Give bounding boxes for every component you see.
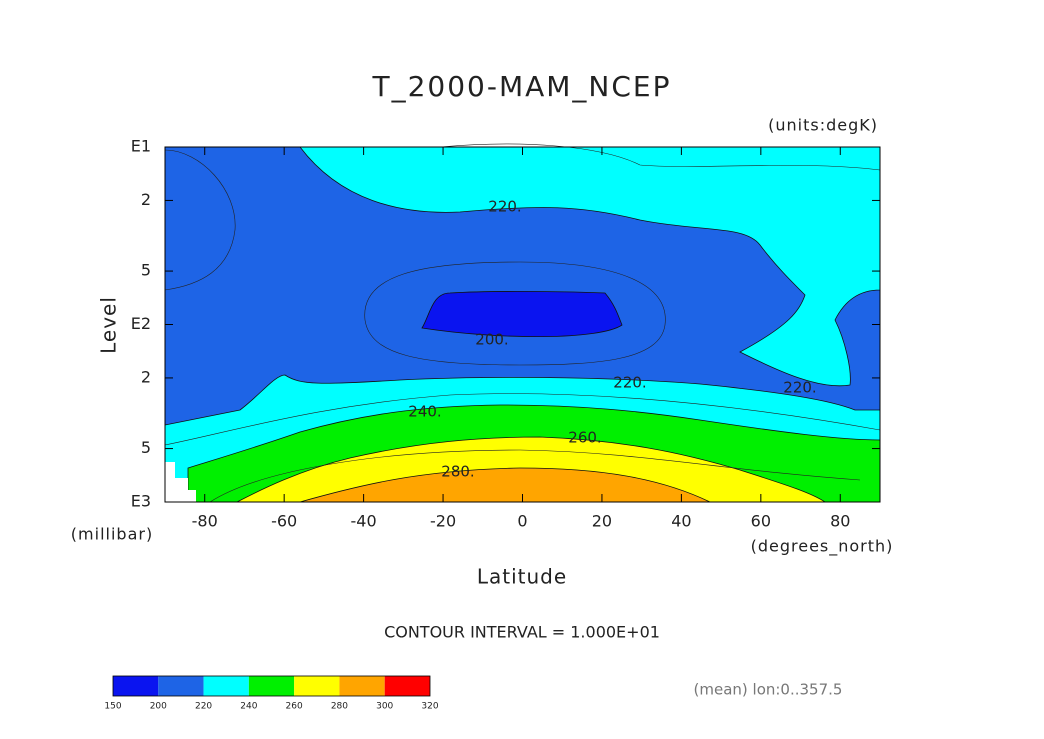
contour-line [439, 143, 881, 171]
colorbar-swatch [113, 676, 159, 696]
y-tick-label: 2 [141, 190, 151, 209]
colorbar-label: 260 [286, 702, 303, 712]
x-axis-title: Latitude [477, 565, 567, 589]
colorbar-label: 240 [240, 702, 257, 712]
contour-label: 280. [441, 463, 474, 481]
colorbar-label: 220 [195, 702, 212, 712]
footnote: (mean) lon:0..357.5 [694, 681, 843, 699]
x-tick-label: -20 [430, 512, 456, 531]
plot-area: 220. 200. 220. 220. 240. 260. 280. [164, 143, 881, 503]
x-tick-label: 60 [751, 512, 771, 531]
contour-band [299, 467, 711, 503]
colorbar-label: 320 [421, 702, 438, 712]
colorbar-label: 300 [376, 702, 393, 712]
colorbar-swatch [203, 676, 249, 696]
contour-label: 220. [613, 374, 646, 392]
x-tick-label: 40 [671, 512, 691, 531]
contour-band [421, 291, 623, 338]
colorbar-frame [112, 675, 431, 697]
y-axis-title: Level [97, 296, 121, 354]
y-tick-label: E2 [131, 314, 151, 333]
colorbar-label: 280 [331, 702, 348, 712]
contour-label: 260. [568, 429, 601, 447]
y-units: (millibar) [71, 525, 153, 544]
units-label: (units:degK) [768, 116, 878, 135]
contour-label: 200. [475, 331, 508, 349]
contour-line [364, 261, 666, 366]
x-tick-label: -40 [351, 512, 377, 531]
x-units: (degrees_north) [751, 537, 894, 557]
x-tick-label: 20 [592, 512, 612, 531]
missing-region [165, 462, 196, 502]
contour-line [164, 393, 881, 446]
contour-line [209, 449, 861, 503]
chart-title: T_2000-MAM_NCEP [371, 70, 671, 103]
x-tick-label: 80 [830, 512, 850, 531]
colorbar-swatch [248, 676, 295, 696]
contour-label: 220. [488, 198, 521, 216]
contour-label: 220. [783, 379, 816, 397]
x-tick-label: -80 [192, 512, 218, 531]
contour-label: 240. [408, 403, 441, 421]
y-tick-label: E1 [131, 137, 151, 156]
colorbar-swatch [158, 676, 204, 696]
colorbar-swatch [294, 676, 340, 696]
contour-band [299, 146, 881, 387]
colorbar-swatch [339, 676, 385, 696]
colorbar-swatch [384, 676, 430, 696]
contour-interval: CONTOUR INTERVAL = 1.000E+01 [384, 623, 660, 642]
y-tick-label: 5 [141, 261, 151, 280]
x-tick-label: -60 [271, 512, 297, 531]
y-tick-label: 2 [141, 367, 151, 386]
y-tick-label: 5 [141, 438, 151, 457]
y-tick-label: E3 [131, 492, 151, 511]
colorbar-label: 150 [104, 702, 121, 712]
x-tick-label: 0 [517, 512, 527, 531]
contour-line [164, 149, 236, 291]
colorbar-label: 200 [150, 702, 167, 712]
